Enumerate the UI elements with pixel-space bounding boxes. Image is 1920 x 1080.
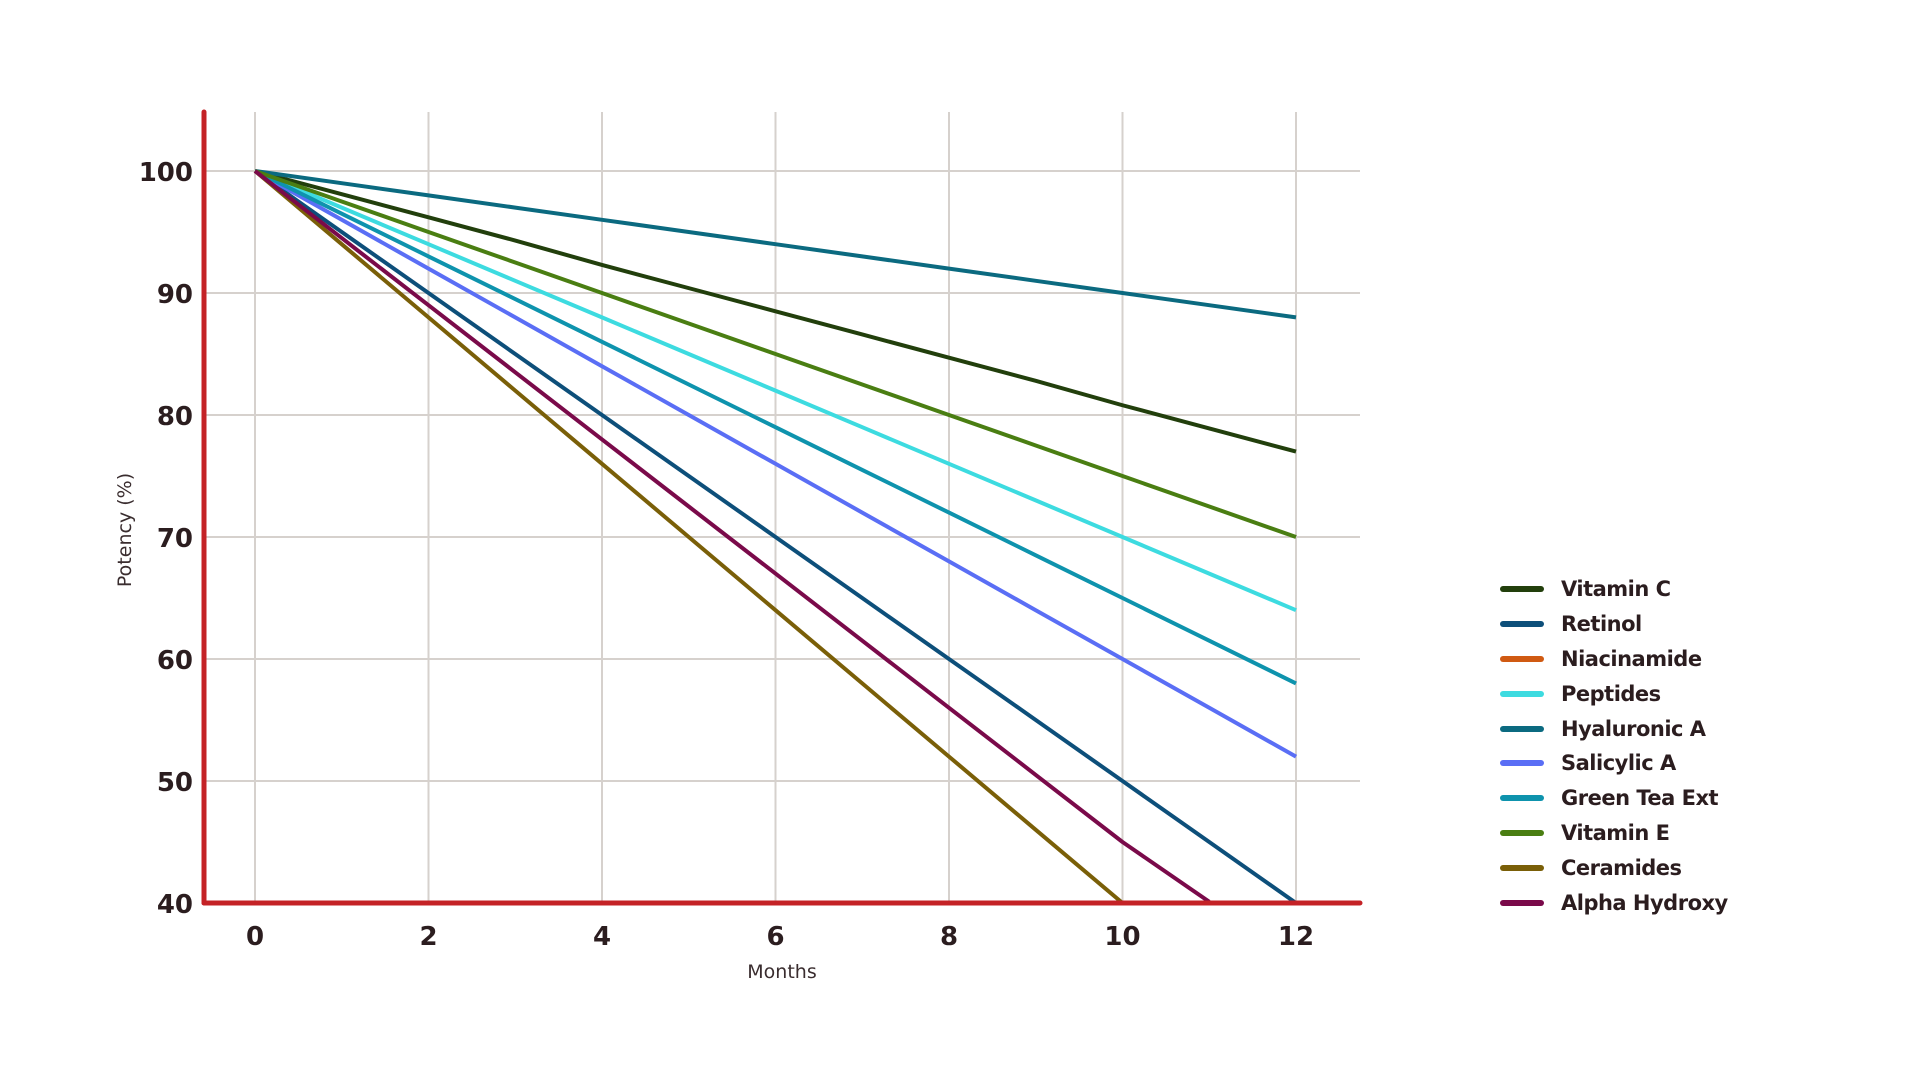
legend-swatch (1500, 795, 1544, 802)
legend-label: Niacinamide (1561, 646, 1702, 671)
legend-swatch (1500, 655, 1544, 662)
y-tick-labels: 40 50 60 70 80 90 100 (139, 158, 193, 920)
series-line-vitamin-e (254, 169, 1297, 539)
series-line-peptides (254, 169, 1297, 613)
legend-item[interactable]: Retinol (1500, 607, 1728, 642)
y-tick-label: 100 (139, 158, 193, 188)
legend-label: Ceramides (1561, 855, 1682, 880)
legend-swatch (1500, 760, 1544, 767)
legend-swatch (1500, 690, 1544, 697)
y-tick-label: 80 (157, 402, 193, 432)
x-tick-labels: 0 2 4 6 8 10 12 (246, 922, 1314, 952)
legend-label: Salicylic A (1561, 751, 1676, 776)
legend-label: Hyaluronic A (1561, 716, 1706, 741)
legend-item[interactable]: Green Tea Ext (1500, 781, 1728, 816)
y-tick-label: 90 (157, 280, 193, 310)
legend: Vitamin C Retinol Niacinamide Peptides Hyalu… (1500, 572, 1728, 920)
legend-item[interactable]: Peptides (1500, 676, 1728, 711)
x-tick-label: 8 (940, 922, 958, 952)
y-tick-label: 60 (157, 646, 193, 676)
legend-item[interactable]: Niacinamide (1500, 642, 1728, 677)
legend-item[interactable]: Hyaluronic A (1500, 711, 1728, 746)
legend-swatch (1500, 829, 1544, 836)
x-tick-label: 10 (1104, 922, 1140, 952)
legend-swatch (1500, 586, 1544, 593)
series-lines (253, 169, 1298, 905)
legend-swatch (1500, 899, 1544, 906)
y-tick-label: 50 (157, 768, 193, 798)
legend-item[interactable]: Salicylic A (1500, 746, 1728, 781)
x-axis-label: Months (747, 961, 816, 983)
series-line-retinol (253, 169, 1298, 905)
legend-label: Retinol (1561, 612, 1642, 637)
x-tick-label: 12 (1278, 922, 1314, 952)
x-tick-label: 6 (766, 922, 784, 952)
legend-swatch (1500, 864, 1544, 871)
series-line-green-tea-ext (254, 169, 1297, 686)
x-tick-label: 4 (593, 922, 611, 952)
legend-item[interactable]: Vitamin E (1500, 816, 1728, 851)
legend-label: Green Tea Ext (1561, 786, 1719, 811)
y-tick-label: 40 (157, 890, 193, 920)
legend-item[interactable]: Vitamin C (1500, 572, 1728, 607)
legend-item[interactable]: Ceramides (1500, 850, 1728, 885)
legend-label: Peptides (1561, 681, 1661, 706)
x-tick-label: 2 (419, 922, 437, 952)
legend-label: Alpha Hydroxy (1561, 890, 1728, 915)
series-line-alpha-hydroxy (253, 169, 1211, 904)
legend-item[interactable]: Alpha Hydroxy (1500, 885, 1728, 920)
legend-swatch (1500, 621, 1544, 628)
series-line-hyaluronic-a (254, 169, 1297, 320)
legend-swatch (1500, 725, 1544, 732)
y-axis-label: Potency (%) (114, 473, 136, 587)
legend-label: Vitamin E (1561, 820, 1670, 845)
series-line-ceramides (253, 169, 1124, 905)
y-tick-label: 70 (157, 524, 193, 554)
x-tick-label: 0 (246, 922, 264, 952)
legend-label: Vitamin C (1561, 577, 1671, 602)
grid (204, 112, 1360, 903)
axes (201, 109, 1363, 906)
series-line-vitamin-c (254, 169, 1297, 454)
series-line-salicylic-a (254, 169, 1297, 759)
